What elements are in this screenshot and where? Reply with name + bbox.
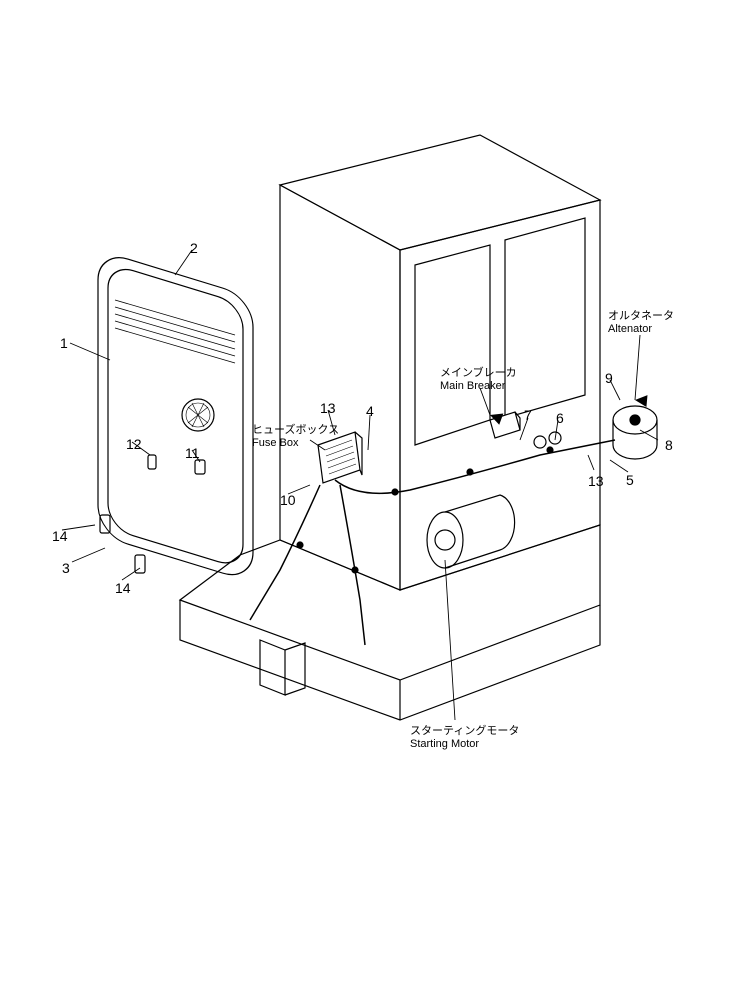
component-label: スターティングモータStarting Motor: [410, 725, 519, 751]
callout-1: 1: [60, 335, 68, 351]
label-en: Fuse Box: [252, 437, 339, 450]
callout-5: 5: [626, 472, 634, 488]
callout-4: 4: [366, 403, 374, 419]
label-jp: スターティングモータ: [410, 725, 519, 738]
callout-13: 13: [320, 400, 336, 416]
label-en: Main Breaker: [440, 380, 517, 393]
component-label: メインブレーカMain Breaker: [440, 367, 517, 393]
callout-7: 7: [524, 407, 532, 423]
callout-11: 11: [185, 445, 200, 461]
callout-14: 14: [115, 580, 131, 596]
callout-6: 6: [556, 410, 564, 426]
label-jp: オルタネータ: [608, 310, 674, 323]
component-label: オルタネータAltenator: [608, 310, 674, 336]
diagram-svg: [0, 0, 743, 984]
callout-10: 10: [280, 492, 296, 508]
label-en: Starting Motor: [410, 738, 519, 751]
callout-12: 12: [126, 436, 142, 452]
label-jp: ヒューズボックス: [252, 424, 339, 437]
component-label: ヒューズボックスFuse Box: [252, 424, 339, 450]
callout-2: 2: [190, 240, 198, 256]
diagram-canvas: [0, 0, 743, 984]
callout-14: 14: [52, 528, 68, 544]
callout-3: 3: [62, 560, 70, 576]
callout-8: 8: [665, 437, 673, 453]
callout-9: 9: [605, 370, 613, 386]
callout-13: 13: [588, 473, 604, 489]
label-en: Altenator: [608, 323, 674, 336]
label-jp: メインブレーカ: [440, 367, 517, 380]
